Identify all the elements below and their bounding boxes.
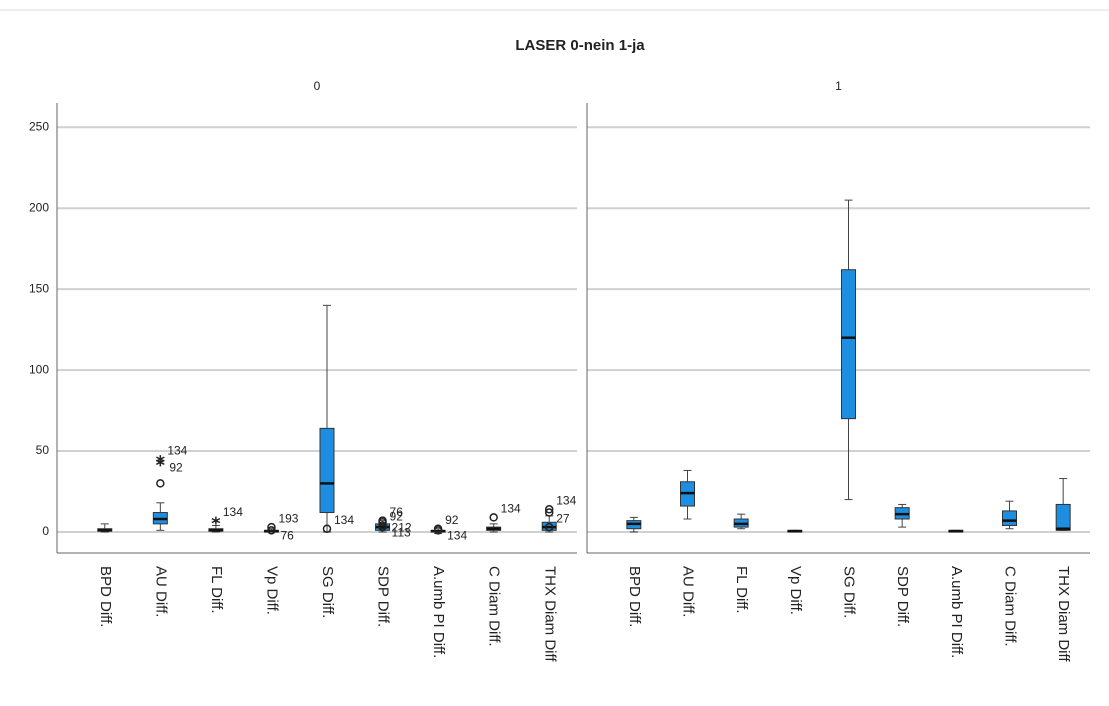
- x-tick-label: A.umb PI Diff.: [430, 566, 447, 658]
- outlier-label: 76: [280, 529, 294, 543]
- outlier-label: 134: [556, 493, 576, 507]
- y-tick-label: 50: [36, 443, 50, 457]
- outlier-marker: [433, 526, 443, 535]
- x-tick-label: THX Diam Diff: [1055, 566, 1072, 662]
- y-tick-label: 0: [42, 524, 49, 538]
- x-tick-label: C Diam Diff.: [1002, 566, 1019, 647]
- extreme-marker: [155, 458, 165, 467]
- outlier-marker: [378, 517, 387, 527]
- outlier-marker: [267, 522, 276, 532]
- outlier-label: 134: [501, 502, 521, 516]
- x-tick-label: SG Diff.: [841, 566, 858, 618]
- outlier-label: 92: [169, 461, 183, 475]
- y-tick-label: 200: [29, 200, 49, 214]
- x-tick-label: SDP Diff.: [894, 566, 911, 627]
- outlier-marker: [267, 526, 276, 535]
- outlier-label: 134: [334, 513, 354, 527]
- panel-title: 1: [835, 79, 842, 93]
- x-tick-label: SG Diff.: [319, 566, 336, 618]
- y-tick-label: 150: [29, 281, 49, 295]
- outlier-marker: [156, 479, 165, 488]
- box: [319, 427, 335, 514]
- outlier-label: 193: [278, 511, 298, 525]
- outlier-label: 76: [390, 505, 404, 519]
- x-tick-label: AU Diff.: [680, 566, 697, 617]
- x-tick-label: FL Diff.: [208, 566, 225, 614]
- x-tick-label: FL Diff.: [733, 566, 750, 614]
- chart-title: LASER 0-nein 1-ja: [515, 37, 645, 54]
- x-tick-label: Vp Diff.: [787, 566, 804, 615]
- panel-title: 0: [314, 79, 321, 93]
- box: [1002, 510, 1017, 526]
- outlier-label: 212: [392, 520, 412, 534]
- outlier-marker: [378, 522, 387, 532]
- x-tick-label: Vp Diff.: [263, 566, 280, 615]
- x-tick-label: SDP Diff.: [375, 566, 392, 627]
- outlier-marker: [544, 505, 554, 514]
- outlier-label: 113: [392, 525, 411, 539]
- y-tick-label: 250: [29, 119, 49, 133]
- outlier-label: 134: [447, 529, 467, 543]
- outlier-label: 27: [556, 511, 570, 525]
- outlier-marker: [544, 522, 554, 532]
- outlier-label: 134: [223, 505, 243, 519]
- outlier-label: 134: [167, 443, 187, 457]
- x-tick-label: THX Diam Diff: [541, 566, 558, 662]
- extreme-marker: [211, 516, 221, 525]
- outlier-marker: [489, 513, 498, 522]
- outlier-marker: [322, 524, 332, 533]
- x-tick-label: C Diam Diff.: [486, 566, 503, 647]
- box: [1055, 503, 1071, 531]
- y-tick-label: 100: [29, 362, 49, 376]
- outlier-label: 92: [445, 513, 459, 527]
- outlier-marker: [544, 508, 554, 517]
- box: [841, 269, 856, 420]
- x-tick-label: BPD Diff.: [626, 566, 643, 627]
- x-tick-label: BPD Diff.: [97, 566, 114, 627]
- outlier-label: 92: [390, 510, 404, 524]
- x-tick-label: AU Diff.: [152, 566, 169, 617]
- x-tick-label: A.umb PI Diff.: [948, 566, 965, 658]
